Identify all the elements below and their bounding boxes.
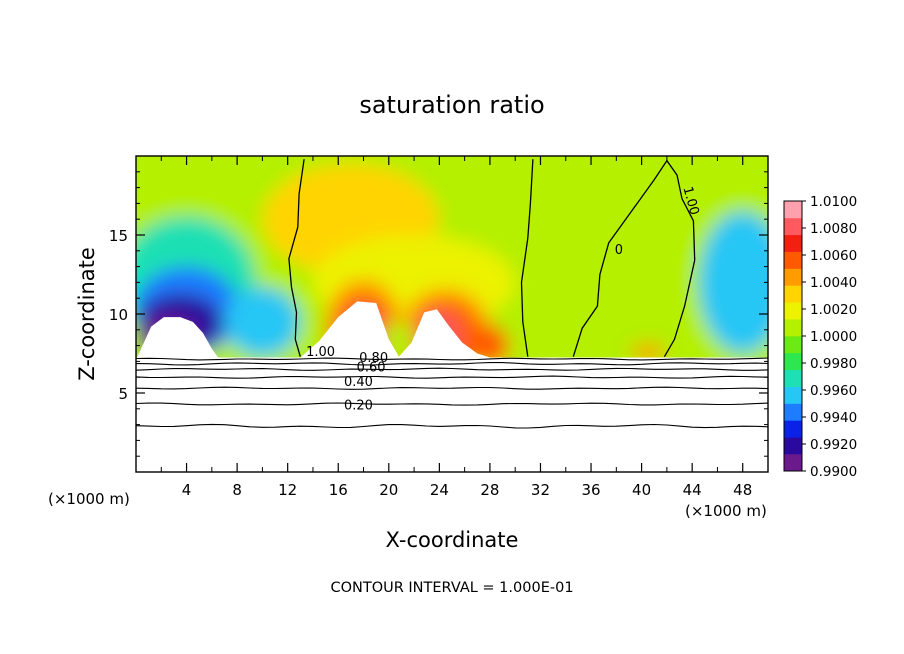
field-cell-8 [224,287,301,357]
colorbar: 1.0100 1.0080 1.0060 1.0040 1.0020 1.0000 0.99… [783,194,857,480]
colorbar-label-0.9920: 0.9920 [810,437,857,453]
colorbar-swatch-13 [784,251,802,269]
x-axis-label: X-coordinate [386,528,519,552]
x-tick-label-16: 16 [329,481,348,499]
y-axis-label: Z-coordinate [75,247,99,381]
colorbar-label-1.0100: 1.0100 [810,194,857,210]
contour-interval-note: CONTOUR INTERVAL = 1.000E-01 [330,580,573,596]
colorbar-label-0.9980: 0.9980 [810,356,857,372]
contour-line-0-40 [136,386,768,390]
y-tick-label-10: 10 [109,306,128,324]
field-cell-17 [565,242,617,370]
x-tick-label-4: 4 [182,481,192,499]
contour-line-1-00-west [288,159,305,357]
colorbar-swatch-4 [784,403,802,421]
contour-line-0-20 [136,402,768,406]
x-tick-label-40: 40 [632,481,651,499]
contour-label-0-80: 0.80 [359,351,388,366]
lower-clear-region [136,301,768,472]
contour-label-1-00-east: 1.00 [679,185,701,217]
x-tick-label-24: 24 [430,481,449,499]
x-tick-label-28: 28 [480,481,499,499]
colorbar-swatch-8 [784,336,802,354]
x-tick-label-48: 48 [733,481,752,499]
colorbar-swatch-2 [784,437,802,455]
chart-title: saturation ratio [359,91,544,119]
contour-label-0-20: 0.20 [344,399,373,414]
x-unit-label-right: (×1000 m) [685,502,767,520]
x-tick-label-36: 36 [581,481,600,499]
x-tick-label-44: 44 [683,481,702,499]
contour-label-0-40: 0.40 [344,375,373,390]
colorbar-swatch-6 [784,369,802,387]
colorbar-swatch-15 [784,217,802,236]
contour-label-0-interior: 0 [615,243,623,258]
colorbar-swatch-14 [784,234,802,252]
y-tick-label-5: 5 [118,385,128,403]
clear-region-mask [136,301,768,472]
colorbar-swatch-10 [784,302,802,320]
contour-label-1-00-surface: 1.00 [306,345,335,360]
colorbar-label-0.9900: 0.9900 [810,464,857,480]
x-tick-label-32: 32 [531,481,550,499]
plot-area: 1.00 0.800.600.40 0.20 0 1.00 [136,156,768,472]
field-cell-18 [630,344,666,360]
contour-label-0-60: 0.60 [357,361,386,376]
colorbar-label-1.0040: 1.0040 [810,275,857,291]
x-tick-label-12: 12 [278,481,297,499]
colorbar-swatch-3 [784,420,802,438]
x-tick-label-20: 20 [379,481,398,499]
x-unit-label-left: (×1000 m) [48,490,130,508]
contour-lines: 1.00 0.800.600.40 0.20 0 1.00 [136,159,768,429]
colorbar-label-1.0000: 1.0000 [810,329,857,345]
colorbar-label-1.0080: 1.0080 [810,221,857,237]
colorbar-swatch-5 [784,386,802,404]
x-axis-ticks: 4 8 12 16 20 24 28 32 36 40 44 48 [160,156,752,499]
contour-line-0-60 [136,375,768,379]
colorbar-label-0.9960: 0.9960 [810,383,857,399]
contour-line-0-80 [136,367,768,371]
contour-line-1-00-center [520,159,534,357]
colorbar-label-0.9940: 0.9940 [810,410,857,426]
contour-line-0-10 [136,423,768,429]
colorbar-swatch-12 [784,268,802,286]
x-tick-label-8: 8 [232,481,242,499]
colorbar-swatch-1 [784,454,802,472]
colorbar-swatch-7 [784,352,802,371]
colorbar-label-1.0060: 1.0060 [810,248,857,264]
contour-line-1-00-surface [136,357,768,361]
y-axis-ticks: 5 10 15 [109,171,768,457]
contour-line-0-90 [136,362,768,366]
colorbar-swatch-9 [784,319,802,337]
colorbar-label-1.0020: 1.0020 [810,302,857,318]
field-cell-4 [698,211,768,354]
colorbar-swatch-11 [784,285,802,303]
y-tick-label-15: 15 [109,227,128,245]
colorbar-swatch-16 [784,201,802,219]
